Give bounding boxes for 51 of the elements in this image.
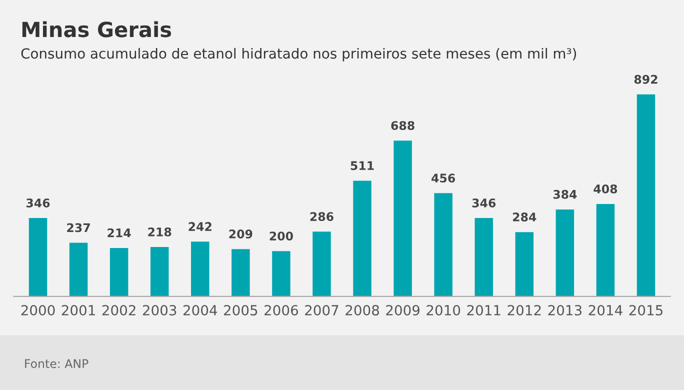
bar: [272, 251, 290, 296]
chart-title: Minas Gerais: [22, 21, 172, 38]
data-label: 892: [634, 74, 658, 84]
bar: [28, 218, 48, 296]
chart-subtitle: Consumo acumulado de etanol hidratado nos primeiros sete meses (em mil m³): [21, 48, 576, 62]
x-tick-label: 2000: [21, 304, 55, 316]
bar: [191, 242, 210, 296]
bar: [312, 232, 331, 296]
x-tick-label: 2014: [588, 304, 622, 316]
x-tick-label: 2011: [467, 304, 500, 316]
data-label: 408: [594, 184, 618, 194]
bar: [636, 94, 656, 296]
x-tick-label: 2003: [142, 304, 176, 316]
data-label: 688: [391, 121, 414, 130]
data-label: 286: [310, 212, 334, 222]
x-tick-label: 2005: [224, 304, 258, 316]
data-label: 242: [188, 222, 212, 231]
bar: [232, 249, 250, 296]
bar: [556, 209, 574, 296]
x-tick-label: 2006: [264, 304, 298, 316]
data-label: 511: [350, 161, 374, 170]
bar: [69, 242, 88, 296]
x-tick-label: 2009: [386, 304, 420, 316]
data-label: 209: [229, 230, 252, 238]
bar: [474, 218, 493, 296]
data-label: 284: [513, 212, 536, 222]
data-label: 214: [108, 228, 131, 238]
bar: [353, 180, 372, 296]
bar: [150, 247, 169, 296]
source-note: Fonte: ANP: [25, 359, 88, 368]
data-label: 200: [270, 232, 293, 240]
x-tick-label: 2013: [548, 304, 582, 316]
x-tick-label: 2001: [62, 304, 95, 316]
bar: [515, 232, 534, 296]
x-tick-label: 2008: [346, 304, 379, 316]
bar: [434, 193, 452, 296]
x-tick-label: 2004: [183, 304, 218, 316]
x-tick-label: 2012: [508, 304, 541, 316]
x-tick-label: 2015: [629, 304, 662, 316]
data-label: 346: [472, 198, 496, 208]
bar: [394, 140, 412, 296]
data-label: 456: [432, 174, 456, 183]
bar: [596, 204, 615, 296]
bar: [110, 248, 128, 296]
data-label: 218: [148, 227, 172, 236]
x-tick-label: 2002: [102, 304, 136, 316]
data-label: 237: [67, 223, 90, 232]
data-label: 346: [26, 198, 50, 208]
x-tick-label: 2010: [426, 304, 460, 316]
x-tick-label: 2007: [305, 304, 338, 316]
data-label: 384: [553, 190, 577, 199]
